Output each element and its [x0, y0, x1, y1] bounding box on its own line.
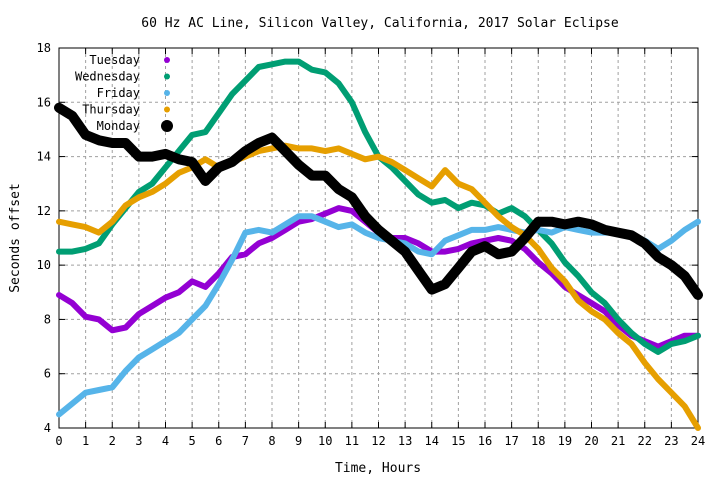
- legend-marker: [164, 57, 170, 63]
- y-tick-label: 12: [37, 204, 51, 218]
- y-tick-label: 14: [37, 150, 51, 164]
- series-line-thursday: [56, 142, 701, 431]
- legend-marker: [164, 90, 170, 96]
- x-tick-label: 20: [584, 434, 598, 448]
- y-tick-label: 10: [37, 258, 51, 272]
- series-line-monday: [54, 102, 703, 300]
- x-tick-label: 2: [109, 434, 116, 448]
- legend-label: Monday: [97, 119, 140, 133]
- y-tick-label: 16: [37, 95, 51, 109]
- y-tick-label: 6: [44, 367, 51, 381]
- legend-marker: [161, 120, 173, 132]
- x-tick-label: 5: [189, 434, 196, 448]
- y-tick-label: 4: [44, 421, 51, 435]
- x-tick-label: 6: [215, 434, 222, 448]
- legend-label: Thursday: [82, 103, 140, 117]
- axis-ticks: 0 1 2 3 4 5 6 7 8 9 10 11 12 13 14 15 16 17 18 19 20 21 22 23 24…: [37, 41, 706, 448]
- x-tick-label: 13: [398, 434, 412, 448]
- x-tick-label: 1: [82, 434, 89, 448]
- x-tick-label: 0: [55, 434, 62, 448]
- x-tick-label: 23: [664, 434, 678, 448]
- legend-label: Wednesday: [75, 70, 140, 84]
- legend-marker: [164, 106, 170, 113]
- series-layer: [54, 58, 703, 431]
- chart-title: 60 Hz AC Line, Silicon Valley, Californi…: [141, 16, 619, 31]
- x-tick-label: 14: [425, 434, 439, 448]
- x-tick-label: 18: [531, 434, 545, 448]
- x-tick-label: 16: [478, 434, 492, 448]
- legend: Tuesday Wednesday Friday Thursday Monday: [75, 53, 173, 133]
- legend-label: Tuesday: [89, 53, 140, 67]
- y-tick-label: 8: [44, 312, 51, 326]
- x-tick-label: 11: [345, 434, 359, 448]
- x-tick-label: 17: [504, 434, 518, 448]
- x-tick-label: 22: [638, 434, 652, 448]
- series-line-friday: [56, 213, 701, 418]
- x-axis-label: Time, Hours: [335, 461, 421, 476]
- x-tick-label: 3: [135, 434, 142, 448]
- x-tick-label: 8: [268, 434, 275, 448]
- legend-marker: [164, 73, 170, 80]
- x-tick-label: 21: [611, 434, 625, 448]
- x-tick-label: 24: [691, 434, 705, 448]
- x-tick-label: 10: [318, 434, 332, 448]
- x-tick-label: 19: [558, 434, 572, 448]
- x-tick-label: 12: [371, 434, 385, 448]
- y-tick-label: 18: [37, 41, 51, 55]
- x-tick-label: 9: [295, 434, 302, 448]
- x-tick-label: 15: [451, 434, 465, 448]
- legend-label: Friday: [97, 86, 140, 100]
- x-tick-label: 7: [242, 434, 249, 448]
- y-axis-label: Seconds offset: [8, 183, 23, 293]
- x-tick-label: 4: [162, 434, 169, 448]
